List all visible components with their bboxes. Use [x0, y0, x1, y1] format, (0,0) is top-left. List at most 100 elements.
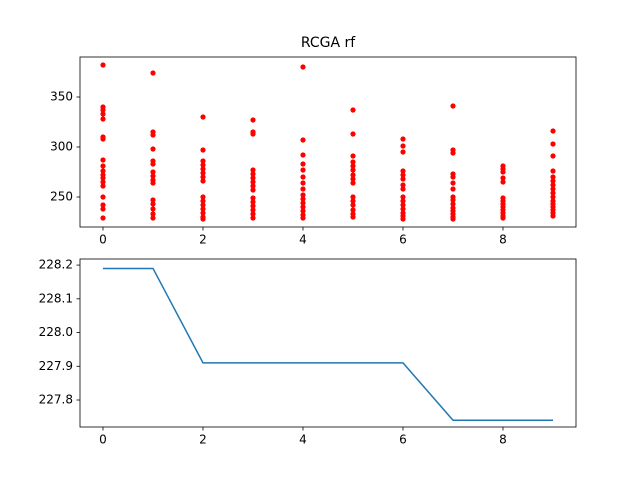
point [300, 161, 306, 167]
point [200, 194, 206, 200]
point [300, 215, 306, 221]
point [400, 198, 406, 204]
x-tick-label: 4 [299, 233, 307, 247]
x-tick-label: 6 [399, 433, 407, 447]
point [400, 149, 406, 155]
point [300, 137, 306, 143]
point [300, 208, 306, 214]
point [250, 215, 256, 221]
point [500, 215, 506, 221]
point [100, 183, 106, 189]
point [150, 215, 156, 221]
point [450, 216, 456, 222]
point [200, 206, 206, 212]
point [200, 174, 206, 180]
point [450, 103, 456, 109]
point [200, 178, 206, 184]
point [300, 200, 306, 206]
point [300, 204, 306, 210]
y-tick-label: 228.2 [39, 258, 73, 272]
point [150, 70, 156, 76]
point [400, 194, 406, 200]
point [550, 213, 556, 219]
point [150, 132, 156, 138]
point [550, 194, 556, 200]
point [100, 175, 106, 181]
line [103, 267, 553, 422]
point [350, 107, 356, 113]
x-tick-label: 2 [199, 433, 207, 447]
point [300, 167, 306, 173]
y-tick-label: 228.0 [39, 325, 73, 339]
y-tick-label: 250 [50, 190, 73, 204]
point [300, 180, 306, 186]
chart-title: RCGA rf [301, 35, 356, 51]
point [250, 203, 256, 209]
point [500, 175, 506, 181]
point [100, 116, 106, 122]
point [150, 201, 156, 207]
point [550, 190, 556, 196]
point [250, 131, 256, 137]
point [200, 170, 206, 176]
point [100, 62, 106, 68]
point [250, 195, 256, 201]
y-tick-label: 228.1 [39, 291, 73, 305]
point [250, 167, 256, 173]
y-tick-label: 227.8 [39, 393, 73, 407]
point [350, 214, 356, 220]
point [550, 141, 556, 147]
point [550, 168, 556, 174]
point [250, 211, 256, 217]
point [350, 176, 356, 182]
point [450, 180, 456, 186]
point [100, 163, 106, 169]
point [150, 146, 156, 152]
y-tick-label: 300 [50, 140, 73, 154]
point [300, 64, 306, 70]
point [250, 207, 256, 213]
point [150, 211, 156, 217]
point [200, 210, 206, 216]
point [200, 162, 206, 168]
point [150, 169, 156, 175]
point [400, 186, 406, 192]
point [150, 173, 156, 179]
point [250, 179, 256, 185]
point [250, 171, 256, 177]
y-tick-label: 227.9 [39, 359, 73, 373]
point [400, 172, 406, 178]
point [400, 202, 406, 208]
point [550, 186, 556, 192]
x-tick-label: 8 [499, 233, 507, 247]
point [250, 187, 256, 193]
x-tick-label: 0 [99, 433, 107, 447]
point [100, 136, 106, 142]
point [350, 198, 356, 204]
point [300, 196, 306, 202]
axes-frame [79, 258, 577, 428]
point [400, 143, 406, 149]
point [250, 199, 256, 205]
point [400, 176, 406, 182]
point [100, 215, 106, 221]
point [450, 174, 456, 180]
point [450, 201, 456, 207]
point [350, 159, 356, 165]
point [100, 179, 106, 185]
point [350, 172, 356, 178]
point [500, 169, 506, 175]
point [300, 192, 306, 198]
point [300, 186, 306, 192]
point [150, 197, 156, 203]
point [100, 111, 106, 117]
y-tick-label: 350 [50, 90, 73, 104]
point [200, 147, 206, 153]
point [200, 166, 206, 172]
axes-frame [79, 56, 577, 228]
x-tick-label: 2 [199, 233, 207, 247]
point [300, 152, 306, 158]
point [350, 202, 356, 208]
point [100, 157, 106, 163]
